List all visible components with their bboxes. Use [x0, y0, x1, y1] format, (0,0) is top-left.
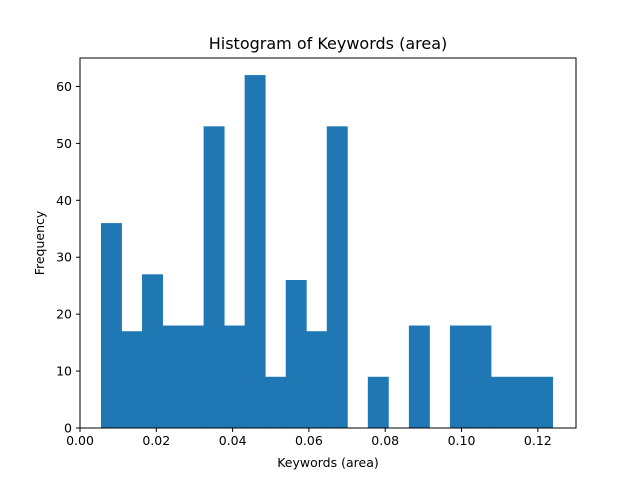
histogram-bar	[285, 280, 307, 428]
y-tick-label: 20	[56, 307, 72, 322]
y-tick-label: 10	[56, 364, 72, 379]
y-ticks: 0 10 20 30 40 50 60	[56, 79, 80, 436]
histogram-bar	[326, 126, 348, 428]
histogram-bar	[203, 126, 225, 428]
x-tick-label: 0.06	[295, 433, 323, 448]
histogram-bar	[367, 376, 389, 428]
histogram-bar	[244, 75, 266, 428]
x-axis-label: Keywords (area)	[277, 455, 379, 470]
histogram-bar	[121, 331, 143, 428]
histogram-bar	[408, 325, 430, 428]
x-tick-label: 0.02	[142, 433, 170, 448]
histogram-bar	[470, 325, 492, 428]
histogram-bar	[532, 376, 553, 428]
histogram-bar	[100, 223, 122, 428]
x-tick-label: 0.00	[66, 433, 94, 448]
histogram-bar	[306, 331, 328, 428]
x-tick-label: 0.12	[524, 433, 552, 448]
x-ticks: 0.00 0.02 0.04 0.06 0.08 0.10 0.12	[66, 428, 552, 448]
histogram-bar	[511, 376, 533, 428]
y-tick-label: 40	[56, 193, 72, 208]
chart-title: Histogram of Keywords (area)	[209, 34, 448, 53]
y-tick-label: 50	[56, 136, 72, 151]
y-tick-label: 0	[64, 421, 72, 436]
plot-frame	[79, 57, 577, 429]
histogram-bar	[224, 325, 246, 428]
histogram-bar	[449, 325, 471, 428]
y-tick-label: 60	[56, 79, 72, 94]
x-tick-label: 0.04	[219, 433, 247, 448]
histogram-bar	[265, 376, 287, 428]
x-tick-label: 0.10	[448, 433, 476, 448]
histogram-bar	[142, 274, 163, 428]
y-tick-label: 30	[56, 250, 72, 265]
histogram-bar	[183, 325, 205, 428]
bars-group	[100, 75, 553, 428]
histogram-bar	[162, 325, 184, 428]
histogram-bar	[490, 376, 512, 428]
x-tick-label: 0.08	[371, 433, 399, 448]
y-axis-label: Frequency	[32, 210, 47, 275]
